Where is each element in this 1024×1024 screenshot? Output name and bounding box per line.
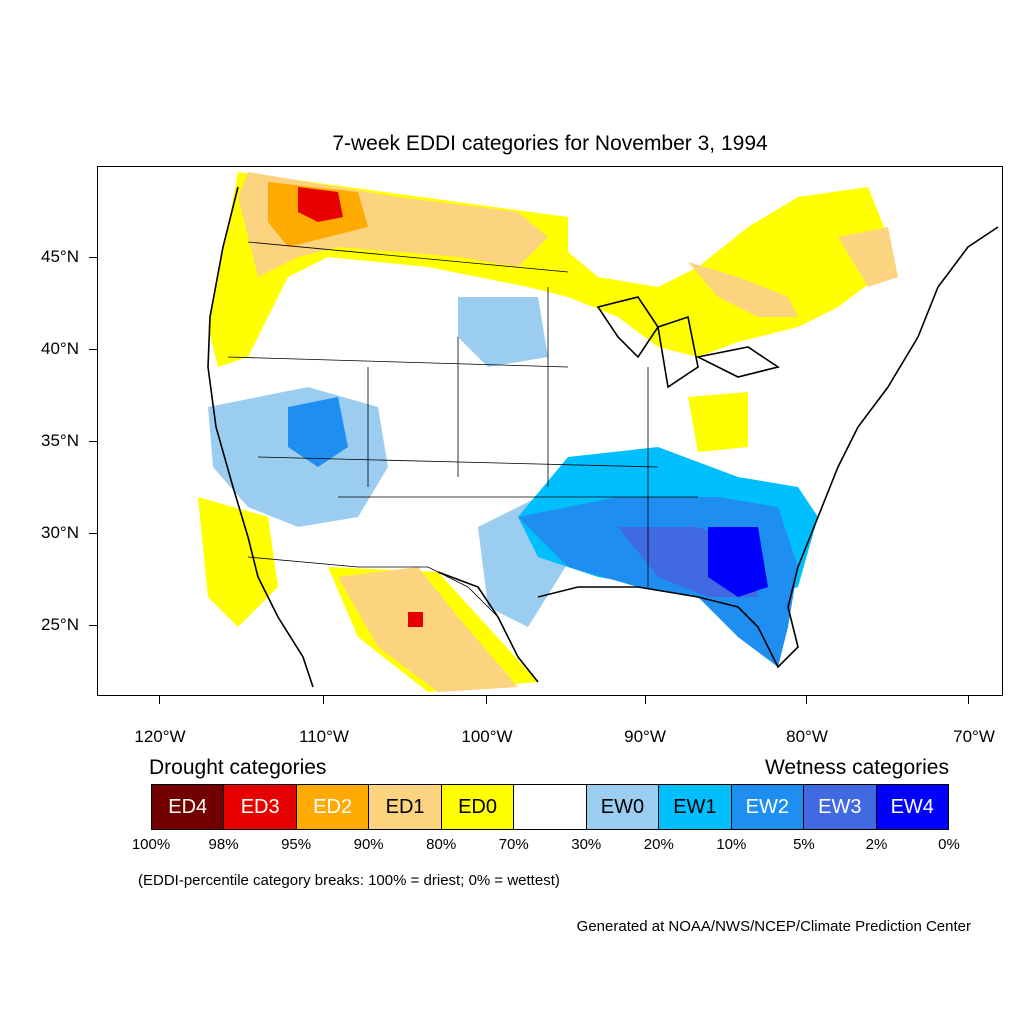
lat-tick [89,533,97,534]
lon-label-100: 100°W [461,727,513,746]
lon-label-70: 70°W [953,727,995,746]
lon-label-120: 120°W [134,727,186,746]
lon-label-80: 80°W [786,727,828,746]
legend-percent-label: 2% [865,836,888,853]
us-mexico-border [247,556,499,618]
legend-swatch-ew2: EW2 [731,785,805,829]
lat-tick [89,349,97,350]
legend-swatch-ed2: ED2 [296,785,370,829]
west-coast [207,186,259,578]
legend-percent-label: 10% [716,836,747,853]
lon-tick [645,696,646,704]
legend-percent-label: 30% [571,836,602,853]
ed0-region-ohio [688,392,748,452]
coastlines [207,186,999,688]
ed1-region-northeast [688,262,798,317]
legend-swatch-ed1: ED1 [369,785,442,829]
wetness-categories-title: Wetness categories [764,756,949,779]
legend-percent-label: 80% [426,836,457,853]
lat-label-30: 30°N [41,523,79,542]
legend-percent-label: 98% [208,836,239,853]
lat-tick [89,257,97,258]
legend-percent-label: 70% [498,836,529,853]
east-coast [917,226,999,338]
eddi-map [198,172,999,692]
baja-coast [257,576,314,688]
lat-label-35: 35°N [41,431,79,450]
lon-label-90: 90°W [624,727,666,746]
legend-percent-label: 0% [938,836,960,853]
legend-percent-label: 5% [793,836,815,853]
legend-swatch-ew1: EW1 [659,785,732,829]
legend-swatch-ew0: EW0 [586,785,660,829]
lon-tick [323,696,324,704]
lat-label-45: 45°N [41,247,79,266]
legend-swatch-ed3: ED3 [224,785,297,829]
legend-note: (EDDI-percentile category breaks: 100% =… [138,872,560,889]
map-title: 7-week EDDI categories for November 3, 1… [332,132,768,155]
legend-colorbar: ED4 ED3 ED2 ED1 ED0 EW0 EW1 EW2 EW3 EW4 [151,784,949,830]
legend-percent-label: 95% [281,836,312,853]
credit-text: Generated at NOAA/NWS/NCEP/Climate Predi… [576,918,971,935]
great-lakes [596,296,780,389]
lat-label-25: 25°N [41,615,79,634]
ew1-region-west [288,397,348,467]
legend-swatch-ew4: EW4 [876,785,948,829]
lon-tick [486,696,487,704]
map-frame [97,166,1003,696]
lon-tick [806,696,807,704]
drought-categories-title: Drought categories [149,756,327,779]
legend-percent-label: 20% [643,836,674,853]
us-canada-border [247,241,569,273]
state-borders [227,241,698,618]
ew0-region-plains [458,297,548,367]
ed1-region-maine [838,227,898,287]
legend-percent-label: 90% [353,836,384,853]
ed0-region-southwest [198,497,278,627]
lat-tick [89,441,97,442]
legend-swatch-ew3: EW3 [804,785,877,829]
ed1-region-mexico [338,567,518,692]
lat-tick [89,625,97,626]
ew4-region-georgia [708,527,768,597]
lon-label-110: 110°W [299,727,349,746]
lon-tick [968,696,969,704]
legend-swatch-ed0: ED0 [441,785,515,829]
category-fields [198,172,898,692]
ed3-region-northwest [298,187,343,222]
legend-swatch-normal [514,785,587,829]
ed3-region-mexico [408,612,423,627]
legend-swatch-ed4: ED4 [152,785,225,829]
lat-label-40: 40°N [41,339,79,358]
lon-tick [159,696,160,704]
legend-percent-label: 100% [131,836,171,853]
